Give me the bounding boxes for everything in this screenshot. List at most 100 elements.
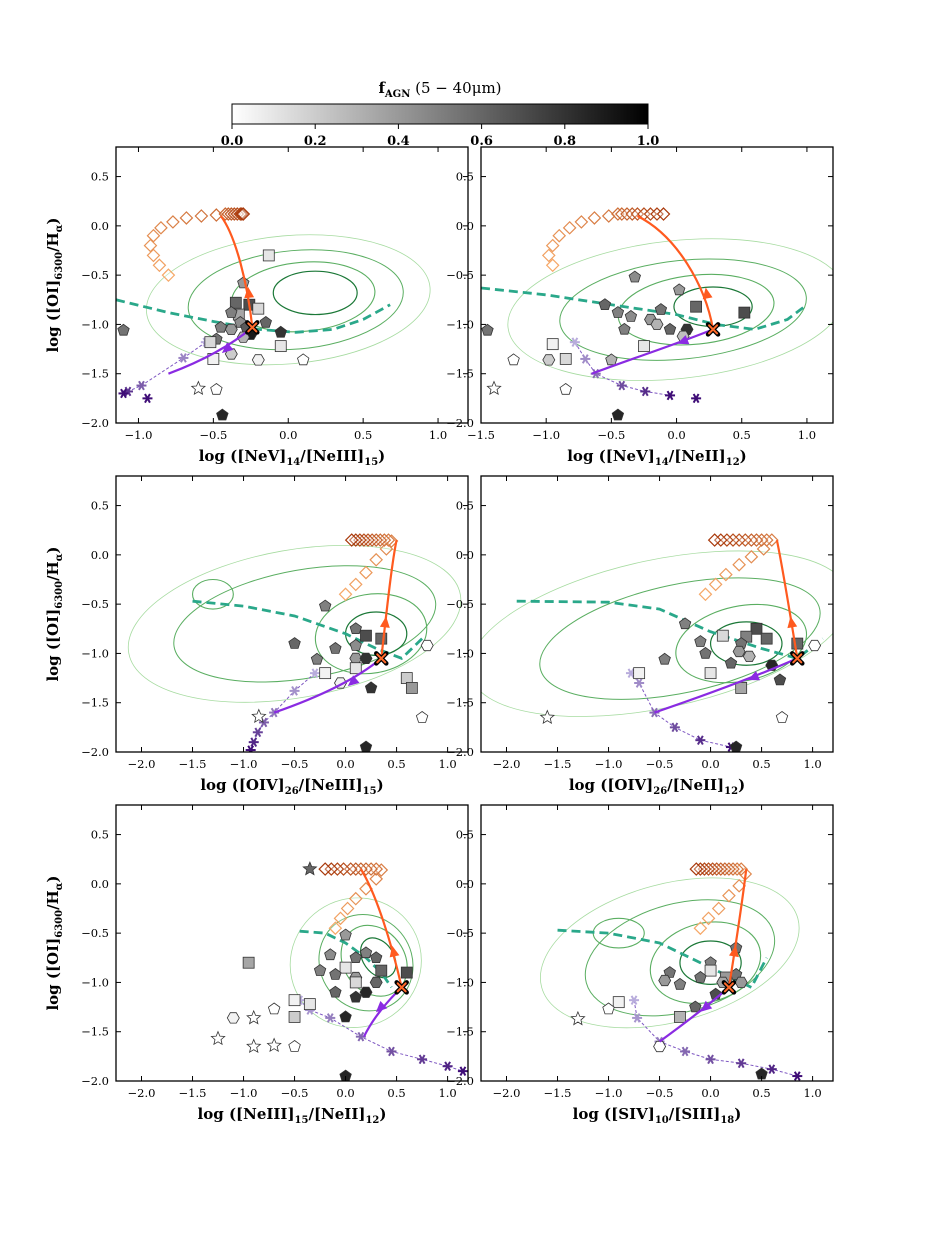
galaxy-square: [738, 306, 751, 319]
y-tick-label: −1.0: [81, 975, 109, 989]
galaxy-pentagon: [415, 711, 429, 723]
galaxy-square: [716, 629, 729, 642]
density-contour: [709, 621, 783, 666]
axes-frame: [115, 475, 469, 753]
galaxy-pentagon: [349, 990, 362, 1003]
purple-model-track-arrowhead: [677, 335, 690, 345]
orange-model-track: [636, 215, 715, 330]
galaxy-pentagon: [329, 642, 342, 654]
density-contour: [145, 234, 431, 366]
galaxy-star: [190, 380, 206, 396]
galaxy-square: [288, 994, 301, 1007]
galaxy-pentagon: [274, 325, 287, 338]
x-tick-label: 0.5: [354, 428, 372, 442]
galaxy-star: [246, 1009, 262, 1025]
x-axis-label: log ([NeIII]15/[NeII]12): [198, 1105, 387, 1126]
galaxy-square: [400, 966, 413, 979]
x-tick-label: 1.0: [429, 428, 447, 442]
x-tick-label: 1.0: [438, 757, 456, 771]
colorbar-gradient: [231, 103, 649, 125]
galaxy-hexagon: [650, 318, 664, 331]
model-diamond: [146, 248, 161, 263]
galaxy-square: [750, 622, 763, 635]
galaxy-pentagon: [598, 298, 612, 311]
x-axis-label: log ([OIV]26/[NeII]12): [569, 776, 745, 797]
orange-model-track: [775, 539, 799, 659]
model-diamond: [749, 533, 764, 547]
orange-model-track: [359, 868, 403, 988]
model-diamond: [732, 878, 746, 893]
galaxy-square: [674, 1011, 686, 1023]
model-diamond: [764, 533, 779, 547]
y-tick-label: 0.0: [456, 219, 474, 233]
y-tick-label: 0.5: [91, 499, 109, 513]
density-contour: [679, 940, 742, 985]
x-tick-label: −1.0: [595, 757, 623, 771]
model-diamond: [152, 258, 167, 273]
galaxy-star: [251, 708, 267, 724]
density-contour: [539, 577, 821, 700]
model-asterisk: [640, 386, 651, 397]
galaxy-square: [690, 300, 703, 313]
x-tick-label: 1.0: [438, 1086, 456, 1100]
y-tick-label: 0.5: [456, 499, 474, 513]
model-diamond: [369, 872, 384, 886]
chart-panel-4: −2.0 −1.5 −1.0 −0.5 0.0 0.5 1.0 −2.0 −1.5 −1.0 −0.…: [446, 475, 834, 797]
galaxy-pentagon: [216, 408, 229, 421]
model-diamond: [236, 207, 251, 221]
y-tick-label: −0.5: [446, 926, 474, 940]
y-tick-label: −1.5: [446, 1025, 474, 1039]
model-diamond: [340, 901, 355, 916]
model-diamond: [698, 587, 713, 602]
origin-cross-marker: [721, 980, 737, 995]
x-tick-label: 1.0: [803, 1086, 821, 1100]
origin-cross-marker: [394, 980, 409, 995]
x-tick-label: 0.5: [752, 757, 770, 771]
model-asterisk: [680, 1046, 691, 1057]
y-axis-label: log ([OI]6300/Hα): [44, 875, 65, 1010]
density-contour: [191, 578, 234, 610]
galaxy-pentagon: [288, 637, 301, 649]
axes-frame: [115, 146, 469, 424]
galaxy-square: [229, 296, 242, 309]
galaxy-pentagon: [658, 652, 671, 665]
galaxy-star: [486, 380, 502, 396]
galaxy-pentagon: [225, 306, 238, 318]
galaxy-pentagon: [673, 977, 687, 990]
x-tick-label: −1.5: [467, 428, 495, 442]
origin-cross-marker: [245, 320, 260, 335]
model-track-dotted: [299, 999, 464, 1072]
axes-frame: [480, 804, 834, 1082]
y-tick-label: −2.0: [81, 745, 109, 759]
galaxy-pentagon: [319, 599, 332, 612]
y-tick-label: −2.0: [81, 1074, 109, 1088]
y-tick-label: −0.5: [81, 597, 109, 611]
orange-model-track-arrowhead: [702, 287, 713, 300]
purple-model-track-arrowhead: [375, 1001, 388, 1013]
axes-frame: [480, 146, 834, 424]
orange-model-track: [380, 539, 398, 659]
purple-model-track-arrowhead: [747, 671, 760, 681]
y-tick-label: 0.5: [91, 828, 109, 842]
x-axis-label: log ([NeV]14/[NeII]12): [567, 447, 747, 468]
model-asterisk: [632, 1013, 643, 1023]
model-diamond: [656, 207, 671, 221]
orange-model-track: [219, 215, 254, 328]
model-diamond: [693, 921, 708, 936]
model-diamond: [707, 533, 722, 547]
y-tick-label: −1.5: [446, 367, 474, 381]
model-diamond: [333, 911, 348, 926]
chart-panel-3: −2.0 −1.5 −1.0 −0.5 0.0 0.5 1.0 −2.0 −1.5 −1.0 −0.…: [44, 475, 469, 797]
galaxy-hexagon: [420, 639, 434, 652]
model-asterisk: [309, 668, 320, 678]
model-asterisk: [736, 1058, 747, 1069]
y-tick-label: −0.5: [81, 268, 109, 282]
galaxy-square: [704, 964, 717, 977]
x-tick-label: −2.0: [493, 1086, 521, 1100]
x-tick-label: 1.0: [798, 428, 816, 442]
plot-area: [210, 861, 468, 1081]
x-tick-label: −0.5: [199, 428, 227, 442]
x-tick-label: 0.0: [336, 1086, 354, 1100]
median-dashed-line: [516, 599, 824, 660]
